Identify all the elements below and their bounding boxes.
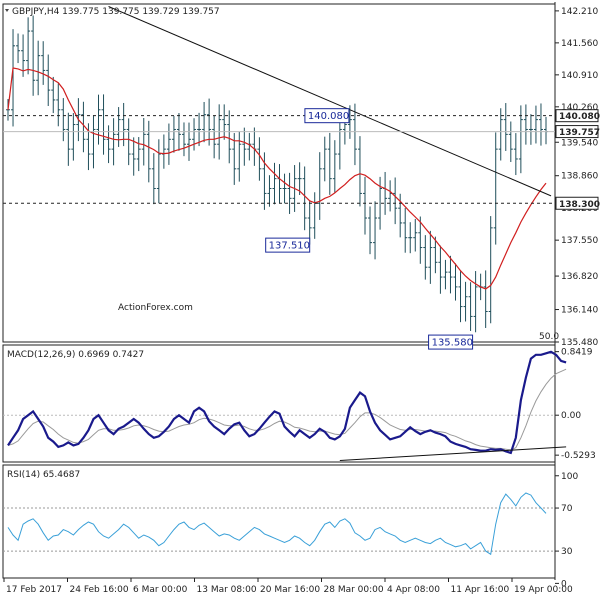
price-header: GBPJPY,H4 139.775 139.775 139.729 139.75… xyxy=(12,7,220,17)
macd-header: MACD(12,26,9) 0.6969 0.7427 xyxy=(7,350,144,360)
price-tick-label: 135.480 xyxy=(561,338,598,348)
price-tick-label: 140.260 xyxy=(561,103,598,113)
price-annotation-box xyxy=(304,108,350,124)
price-tick-label: 137.550 xyxy=(561,236,598,246)
x-tick-label: 24 Feb 16:00 xyxy=(70,585,129,595)
price-annotation-label: 140.080 xyxy=(308,111,349,122)
x-tick-label: 28 Mar 00:00 xyxy=(324,585,384,595)
current-price-box xyxy=(555,125,599,139)
macd-line xyxy=(7,350,567,455)
macd-tick-label: 0.8419 xyxy=(561,348,593,358)
watermark: ActionForex.com xyxy=(118,303,193,313)
pane-frame-1 xyxy=(2,344,556,463)
rsi-header: RSI(14) 65.4687 xyxy=(7,470,80,480)
level-axis-label: 138.300 xyxy=(559,200,600,210)
moving-average-line xyxy=(7,67,547,290)
x-tick-label: 19 Apr 00:00 xyxy=(514,585,573,595)
pane-frame-2 xyxy=(2,464,556,579)
x-tick-label: 4 Apr 08:00 xyxy=(387,585,440,595)
macd-support-line xyxy=(339,446,567,461)
price-tick-label: 142.210 xyxy=(561,7,598,17)
pane-frame-0 xyxy=(2,3,556,343)
rsi-tick-label: 100 xyxy=(561,472,578,482)
x-tick-label: 6 Mar 00:00 xyxy=(133,585,188,595)
x-tick-label: 17 Feb 2017 xyxy=(6,585,62,595)
price-annotation-box xyxy=(428,334,474,350)
rsi-tick-label: 0 xyxy=(561,579,567,589)
price-tick-label: 139.540 xyxy=(561,138,598,148)
downtrend-line xyxy=(108,6,552,197)
level-axis-box xyxy=(555,109,599,123)
x-tick-label: 13 Mar 08:00 xyxy=(197,585,257,595)
price-tick-label: 136.820 xyxy=(561,272,598,282)
collapse-triangle-icon xyxy=(5,9,9,12)
price-annotation-box xyxy=(265,237,311,253)
level-axis-label: 140.080 xyxy=(559,112,600,122)
macd-tick-label: 0.00 xyxy=(561,411,581,421)
price-tick-label: 136.140 xyxy=(561,306,598,316)
rsi-tick-label: 70 xyxy=(561,504,573,514)
rsi-line xyxy=(7,492,547,556)
x-tick-label: 20 Mar 16:00 xyxy=(260,585,320,595)
rsi-tick-label: 30 xyxy=(561,547,573,557)
current-price-label: 139.757 xyxy=(559,128,600,138)
price-tick-label: 141.560 xyxy=(561,39,598,49)
price-tick-label: 140.910 xyxy=(561,71,598,81)
level-axis-box xyxy=(555,196,599,210)
x-tick-label: 11 Apr 16:00 xyxy=(451,585,510,595)
macd-tick-label: -0.5293 xyxy=(561,451,596,461)
price-annotation-label: 137.510 xyxy=(269,241,310,252)
corner-label: 50.0 xyxy=(539,332,559,342)
price-tick-label: 138.860 xyxy=(561,172,598,182)
price-annotation-label: 135.580 xyxy=(432,338,473,349)
macd-signal-line xyxy=(7,368,567,451)
